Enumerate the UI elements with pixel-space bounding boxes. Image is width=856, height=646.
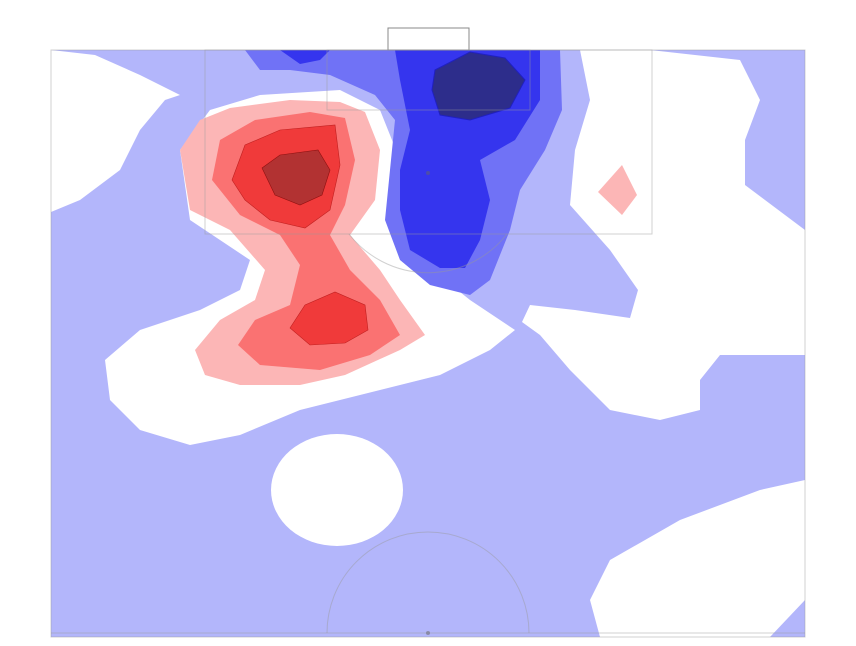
region bbox=[522, 50, 805, 420]
red-contours bbox=[180, 100, 637, 385]
goal bbox=[387, 27, 470, 51]
blue-contours bbox=[245, 50, 562, 295]
penalty-arc bbox=[348, 233, 508, 274]
penalty-area bbox=[204, 49, 653, 235]
contour bbox=[598, 165, 637, 215]
centre-spot bbox=[426, 631, 430, 635]
centre-circle bbox=[326, 531, 530, 634]
pitch-lines bbox=[50, 27, 806, 638]
contour bbox=[289, 291, 369, 346]
contour bbox=[261, 149, 331, 206]
region bbox=[51, 50, 180, 212]
contour bbox=[431, 51, 526, 121]
region bbox=[271, 434, 403, 546]
penalty-spot bbox=[426, 171, 430, 175]
contour bbox=[280, 50, 330, 64]
region bbox=[590, 480, 805, 637]
six-yard-box bbox=[326, 49, 531, 111]
